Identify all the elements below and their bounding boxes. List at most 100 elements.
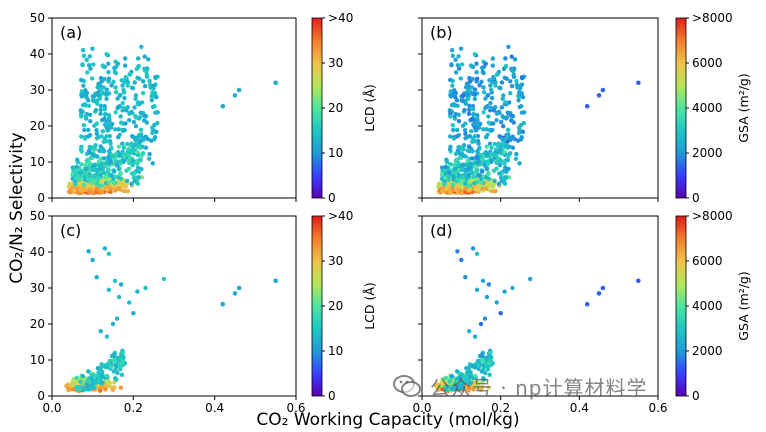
scatter-point <box>487 141 493 146</box>
scatter-points <box>433 246 641 394</box>
scatter-point <box>492 152 497 158</box>
scatter-point <box>480 69 486 75</box>
scatter-point <box>146 156 152 162</box>
scatter-point <box>78 379 83 384</box>
scatter-point <box>104 134 109 139</box>
scatter-point <box>455 379 460 385</box>
scatter-point <box>435 387 441 393</box>
scatter-point <box>465 379 470 384</box>
scatter-point <box>465 81 470 86</box>
scatter-point <box>81 83 86 88</box>
scatter-point <box>121 159 126 164</box>
scatter-point <box>456 132 462 138</box>
scatter-point <box>516 98 521 103</box>
scatter-point <box>75 157 80 162</box>
scatter-point <box>135 56 141 61</box>
scatter-point <box>488 83 493 88</box>
colorbar-tick-label: 30 <box>328 56 343 70</box>
scatter-point <box>118 114 123 119</box>
scatter-point <box>491 74 496 80</box>
scatter-point <box>95 85 100 90</box>
scatter-point <box>481 90 487 95</box>
scatter-point <box>87 187 93 193</box>
outlier-point <box>273 80 278 86</box>
scatter-point <box>129 85 135 90</box>
scatter-point <box>470 156 475 161</box>
scatter-point <box>463 101 469 106</box>
scatter-point <box>468 129 474 134</box>
scatter-point <box>97 148 102 153</box>
y-tick-label: 0 <box>37 191 45 205</box>
scatter-point <box>448 134 453 139</box>
scatter-point <box>486 114 491 119</box>
scatter-point <box>143 134 148 139</box>
scatter-point <box>501 93 506 98</box>
scatter-point <box>475 123 481 128</box>
scatter-point <box>478 387 484 393</box>
scatter-point <box>460 167 465 173</box>
scatter-point <box>74 375 80 381</box>
scatter-point <box>114 316 120 321</box>
scatter-point <box>488 105 494 111</box>
scatter-point <box>493 83 498 88</box>
scatter-point <box>108 189 113 195</box>
scatter-point <box>106 155 111 160</box>
scatter-point <box>501 159 506 164</box>
scatter-point <box>450 83 455 88</box>
scatter-point <box>139 100 145 105</box>
scatter-point <box>141 137 146 143</box>
scatter-point <box>112 353 117 358</box>
scatter-point <box>461 142 467 148</box>
scatter-point <box>152 135 158 140</box>
scatter-point <box>102 149 107 154</box>
scatter-point <box>492 141 497 147</box>
scatter-point <box>439 172 445 177</box>
scatter-point <box>516 92 522 97</box>
scatter-point <box>118 385 123 390</box>
scatter-point <box>147 78 152 84</box>
scatter-point <box>450 53 456 58</box>
scatter-point <box>132 142 137 148</box>
scatter-point <box>439 165 445 170</box>
scatter-point <box>505 127 511 132</box>
scatter-point <box>466 388 471 393</box>
scatter-point <box>100 63 105 68</box>
scatter-point <box>497 85 502 90</box>
scatter-point <box>452 114 457 119</box>
scatter-point <box>466 144 472 149</box>
scatter-point <box>474 251 480 256</box>
scatter-point <box>64 383 69 389</box>
outlier-point <box>636 278 641 284</box>
scatter-point <box>449 48 455 53</box>
scatter-point <box>118 159 123 164</box>
scatter-point <box>82 102 88 107</box>
scatter-point <box>113 90 119 95</box>
scatter-point <box>136 100 141 105</box>
outlier-point <box>236 285 242 291</box>
scatter-point <box>486 385 491 390</box>
scatter-point <box>113 174 118 179</box>
scatter-point <box>94 136 100 141</box>
scatter-point <box>481 110 486 115</box>
scatter-point <box>137 115 143 120</box>
scatter-point <box>102 76 107 82</box>
scatter-point <box>113 364 119 369</box>
colorbar-label: GSA (m²/g) <box>736 73 751 142</box>
scatter-point <box>459 62 465 67</box>
colorbar-tick-label: >8000 <box>692 11 733 25</box>
scatter-point <box>113 376 118 381</box>
y-tick-label: 40 <box>30 47 45 61</box>
scatter-point <box>125 141 130 147</box>
scatter-point <box>134 159 139 164</box>
scatter-point <box>467 329 472 334</box>
scatter-point <box>110 321 116 327</box>
scatter-point <box>462 181 468 187</box>
scatter-point <box>480 358 485 363</box>
scatter-point <box>470 170 475 175</box>
scatter-point <box>138 157 143 163</box>
scatter-point <box>152 104 157 109</box>
scatter-point <box>473 164 478 170</box>
y-tick-label: 50 <box>30 11 45 25</box>
scatter-point <box>456 144 461 150</box>
scatter-point <box>488 100 493 106</box>
